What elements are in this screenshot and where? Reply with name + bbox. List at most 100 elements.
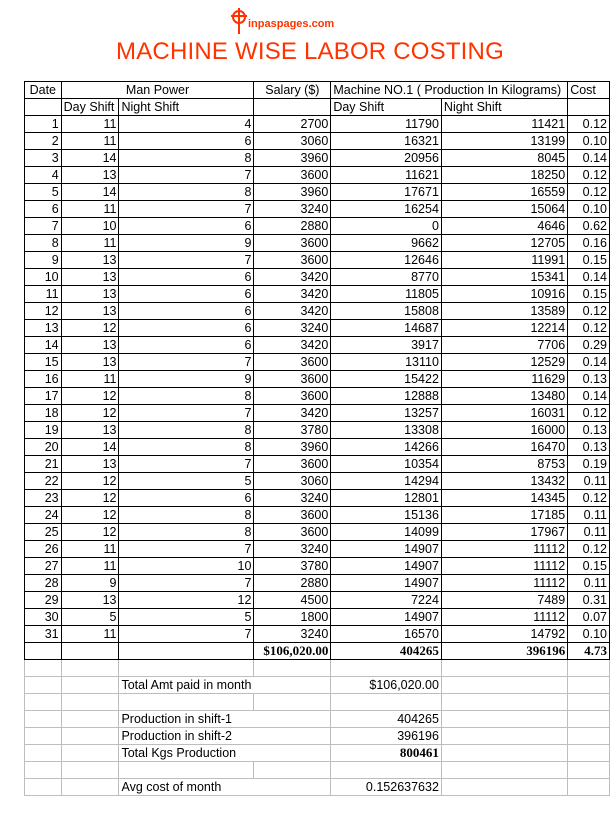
cell-date: 18 [24,404,62,422]
cell-night-production: 4646 [440,217,569,235]
cell-day-shift-workers: 11 [60,115,120,133]
cell-night-shift-workers: 10 [118,557,255,575]
cell-date: 27 [24,557,62,575]
subheader-empty [24,98,62,116]
cell-day-shift-workers: 13 [60,251,120,269]
summary-total-kgs-row: Total Kgs Production 800461 [24,744,610,762]
cell-day-production: 9662 [330,234,442,252]
cell-cost: 0.19 [567,455,610,473]
cell-day-shift-workers: 14 [60,149,120,167]
cell-night-production: 8045 [440,149,569,167]
cell-night-production: 10916 [440,285,569,303]
cell-day-production: 14907 [330,608,442,626]
cell-day-shift-workers: 13 [60,302,120,320]
cell-day-production: 3917 [330,336,442,354]
cell-day-shift-workers: 13 [60,421,120,439]
cell-salary: 3960 [253,438,332,456]
cell-cost: 0.13 [567,421,610,439]
cell-day-shift-workers: 14 [60,183,120,201]
cell-night-shift-workers: 6 [118,217,255,235]
cell-date: 13 [24,319,62,337]
cell-cost: 0.31 [567,591,610,609]
subheader-prod-night-shift: Night Shift [440,98,569,116]
cell-night-shift-workers: 7 [118,625,255,643]
cell-night-shift-workers: 6 [118,268,255,286]
shift2-label: Production in shift-2 [118,727,254,745]
table-row: 29 13 12 4500 7224 7489 0.31 [24,591,610,609]
cell-day-shift-workers: 11 [60,557,120,575]
cell-salary: 3780 [253,557,332,575]
cell-day-shift-workers: 13 [60,166,120,184]
cell-date: 20 [24,438,62,456]
cell-night-production: 11112 [440,540,569,558]
subheader-night-shift: Night Shift [118,98,255,116]
cell-day-shift-workers: 13 [60,268,120,286]
cell-night-production: 13589 [440,302,569,320]
table-row: 27 11 10 3780 14907 11112 0.15 [24,557,610,575]
table-row: 22 12 5 3060 14294 13432 0.11 [24,472,610,490]
empty-row [24,693,610,711]
cell-night-shift-workers: 9 [118,370,255,388]
cell-day-shift-workers: 9 [60,574,120,592]
cell-date: 3 [24,149,62,167]
total-cost: 4.73 [567,642,610,660]
cell-cost: 0.11 [567,506,610,524]
cell-salary: 4500 [253,591,332,609]
cell-night-production: 11112 [440,557,569,575]
table-row: 17 12 8 3600 12888 13480 0.14 [24,387,610,405]
table-row: 2 11 6 3060 16321 13199 0.10 [24,132,610,150]
cell-cost: 0.12 [567,302,610,320]
cell-day-shift-workers: 13 [60,455,120,473]
cell-cost: 0.14 [567,268,610,286]
total-salary: $106,020.00 [253,642,332,660]
cell-day-production: 11621 [330,166,442,184]
totals-row: $106,020.00 404265 396196 4.73 [24,642,610,660]
empty-row [24,761,610,779]
cell-salary: 3420 [253,285,332,303]
cell-date: 11 [24,285,62,303]
cell-date: 21 [24,455,62,473]
summary-shift1-row: Production in shift-1 404265 [24,710,610,728]
cell-cost: 0.12 [567,489,610,507]
cell-date: 4 [24,166,62,184]
costing-table: Date Man Power Salary ($) Machine NO.1 (… [24,81,610,796]
cell-date: 23 [24,489,62,507]
cell-date: 28 [24,574,62,592]
table-row: 7 10 6 2880 0 4646 0.62 [24,217,610,235]
subheader-empty [567,98,610,116]
cell-salary: 3600 [253,353,332,371]
cell-salary: 1800 [253,608,332,626]
cell-salary: 3600 [253,166,332,184]
cell-salary: 3060 [253,132,332,150]
subheader-row: Day Shift Night Shift Day Shift Night Sh… [24,98,610,116]
cell-day-production: 13110 [330,353,442,371]
totals-empty [24,642,62,660]
cell-night-production: 17185 [440,506,569,524]
cell-night-shift-workers: 8 [118,149,255,167]
cell-cost: 0.15 [567,251,610,269]
cell-day-production: 12888 [330,387,442,405]
cell-cost: 0.14 [567,353,610,371]
cell-day-production: 16321 [330,132,442,150]
cell-night-production: 11112 [440,608,569,626]
cell-salary: 3240 [253,489,332,507]
shift2-value: 396196 [330,727,442,745]
cell-night-shift-workers: 8 [118,387,255,405]
cell-date: 6 [24,200,62,218]
cell-night-production: 12214 [440,319,569,337]
cell-date: 29 [24,591,62,609]
cell-night-production: 8753 [440,455,569,473]
cell-night-shift-workers: 6 [118,336,255,354]
logo-text: inpaspages.com [248,18,335,30]
cell-night-shift-workers: 6 [118,285,255,303]
cell-date: 12 [24,302,62,320]
cell-day-shift-workers: 13 [60,591,120,609]
cell-salary: 2880 [253,574,332,592]
cell-cost: 0.07 [567,608,610,626]
cell-night-shift-workers: 7 [118,455,255,473]
cell-date: 8 [24,234,62,252]
cell-night-shift-workers: 7 [118,404,255,422]
cell-cost: 0.14 [567,149,610,167]
cell-date: 9 [24,251,62,269]
page-title: MACHINE WISE LABOR COSTING [116,38,504,65]
